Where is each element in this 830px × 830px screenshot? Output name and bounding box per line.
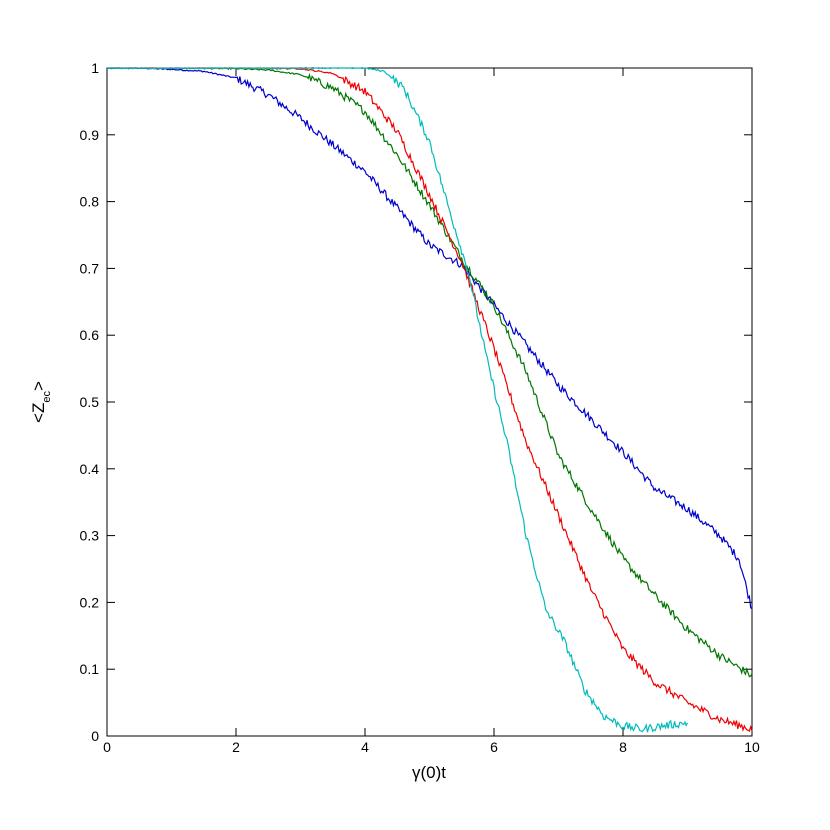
y-tick-label: 0.2 xyxy=(80,594,100,610)
x-axis-label: γ(0)t xyxy=(412,763,446,782)
series-line-4 xyxy=(107,67,689,733)
x-tick-label: 6 xyxy=(490,739,498,755)
y-tick-label: 0.6 xyxy=(80,327,100,343)
y-tick-label: 0.7 xyxy=(80,260,100,276)
y-axis-label-sub: ec xyxy=(41,391,53,403)
y-axis-label-main: <Z xyxy=(29,403,48,423)
x-tick-label: 10 xyxy=(744,739,760,755)
y-tick-label: 0.4 xyxy=(80,461,100,477)
series-line-2 xyxy=(106,67,753,678)
x-tick-label: 0 xyxy=(103,739,111,755)
svg-text:<Zec>: <Zec> xyxy=(29,381,53,423)
series-line-3 xyxy=(107,67,753,733)
y-tick-label: 0.3 xyxy=(80,528,100,544)
y-axis-label: <Zec> xyxy=(29,381,53,423)
series-line-1 xyxy=(106,67,753,609)
plot-frame xyxy=(106,67,753,737)
x-tick-label: 2 xyxy=(232,739,240,755)
y-axis-label-tail: > xyxy=(29,381,48,391)
y-tick-label: 0.9 xyxy=(80,127,100,143)
series-lines xyxy=(106,67,753,733)
x-tick-label: 8 xyxy=(619,739,627,755)
y-tick-label: 0.1 xyxy=(80,661,100,677)
axis-ticks xyxy=(106,67,753,737)
y-tick-label: 0.5 xyxy=(80,394,100,410)
x-tick-label: 4 xyxy=(361,739,369,755)
y-tick-label: 0.8 xyxy=(80,194,100,210)
y-tick-label: 1 xyxy=(91,60,99,76)
tick-labels: 0 2 4 6 8 10 0 0.1 0.2 0.3 0.4 0.5 0.6 0.7 0.8 0.9 1 xyxy=(80,60,760,755)
y-tick-label: 0 xyxy=(91,728,99,744)
